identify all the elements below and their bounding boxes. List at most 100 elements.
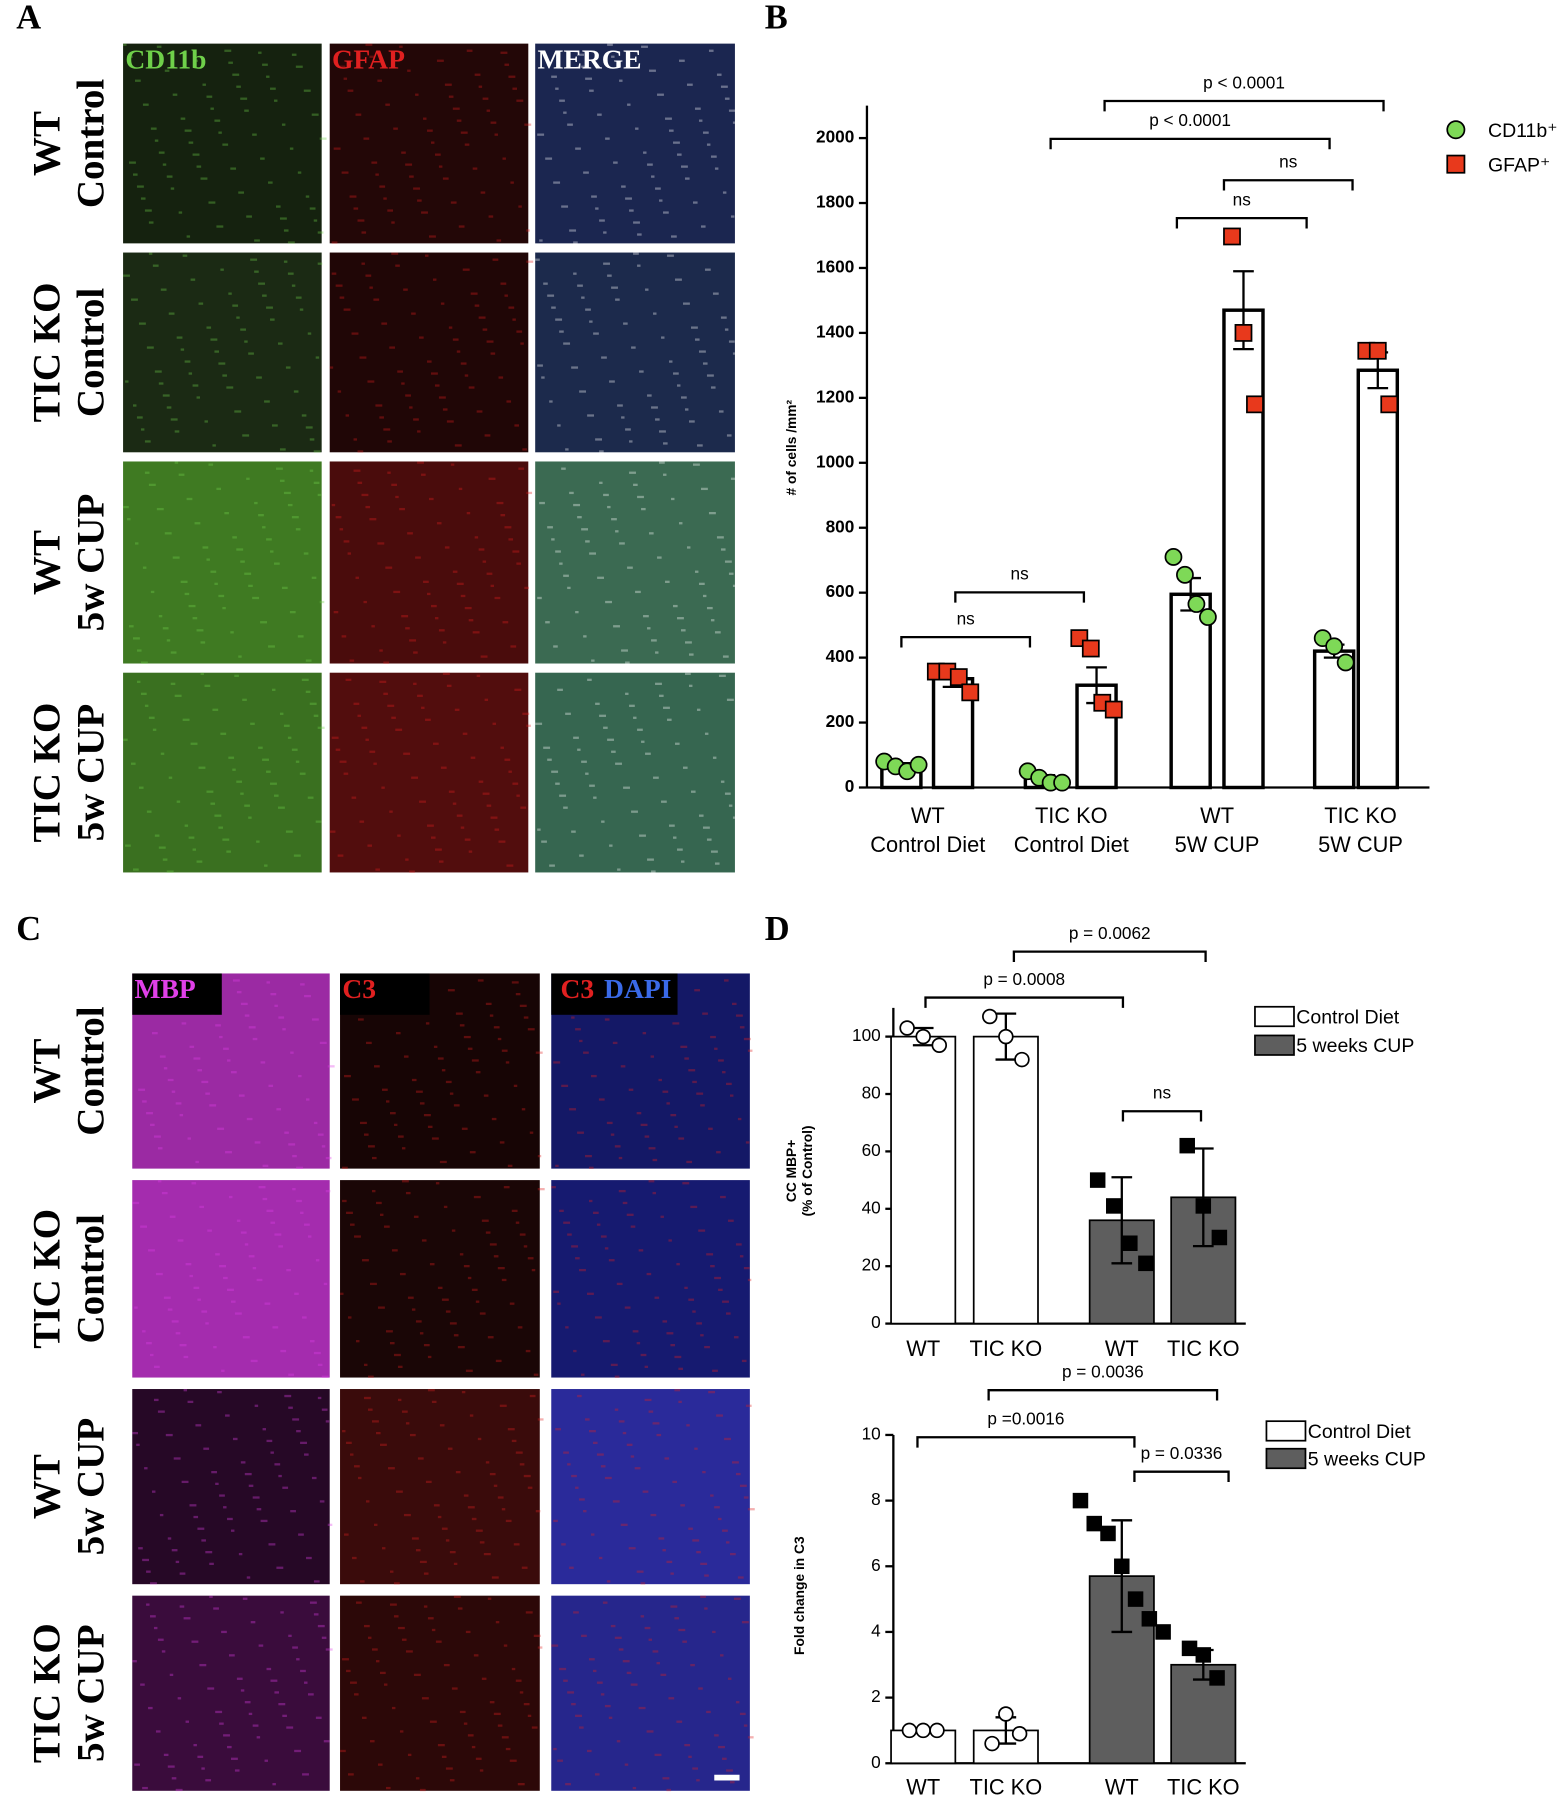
micrograph-speck — [405, 163, 413, 166]
micrograph-speck — [375, 1431, 381, 1435]
micrograph-speck — [345, 414, 350, 417]
micrograph-speck — [684, 1057, 689, 1060]
micrograph-speck — [587, 414, 595, 417]
micrograph-speck — [726, 1769, 733, 1772]
micrograph-speck — [413, 187, 421, 190]
micrograph-speck — [537, 596, 542, 600]
micrograph-speck — [696, 708, 701, 711]
micrograph-speck — [393, 590, 401, 594]
micrograph-speck — [696, 1551, 701, 1554]
micrograph-speck — [698, 1687, 703, 1690]
significance-label: ns — [957, 608, 975, 628]
micrograph-speck — [294, 1749, 302, 1753]
micrograph-speck — [232, 1437, 238, 1441]
micrograph-speck — [377, 79, 382, 82]
micrograph-speck — [353, 438, 357, 441]
micrograph-speck — [175, 1102, 182, 1105]
micrograph-speck — [286, 1726, 294, 1729]
micrograph-speck — [617, 404, 623, 407]
micrograph-speck — [553, 181, 561, 184]
micrograph-speck — [183, 1617, 191, 1620]
micrograph-speck — [163, 1067, 168, 1070]
micrograph-speck — [350, 1223, 355, 1226]
micrograph-speck — [421, 473, 426, 476]
micrograph-speck — [714, 862, 720, 865]
micrograph-speck — [638, 1706, 646, 1710]
micrograph-speck — [240, 1689, 245, 1692]
micrograph-speck — [244, 109, 249, 112]
y-tick-label: 1000 — [816, 451, 854, 471]
micrograph-speck — [523, 1474, 531, 1478]
micrograph-speck — [288, 1406, 293, 1409]
micrograph-speck — [729, 1552, 736, 1556]
micrograph-speck — [543, 282, 548, 285]
micrograph-speck — [629, 704, 635, 707]
y-tick-label: 60 — [862, 1140, 881, 1160]
micrograph-speck — [643, 615, 649, 618]
micrograph-speck — [688, 653, 694, 656]
micrograph-speck — [581, 296, 585, 299]
significance-bracket — [924, 996, 1125, 1008]
micrograph-speck — [447, 1447, 453, 1450]
micrograph-speck — [511, 1439, 517, 1443]
micrograph-speck — [206, 326, 212, 329]
column-header: DAPI — [604, 973, 671, 1004]
micrograph-speck — [230, 1529, 235, 1532]
micrograph-speck — [127, 55, 133, 58]
micrograph-speck — [555, 1428, 561, 1431]
x-tick-label: WT — [1105, 1336, 1139, 1361]
micrograph-speck — [657, 556, 662, 559]
micrograph-speck — [454, 708, 460, 711]
micrograph-speck — [504, 758, 511, 761]
micrograph-speck — [512, 782, 519, 785]
micrograph-speck — [551, 538, 555, 541]
micrograph-speck — [453, 1104, 460, 1107]
micrograph-speck — [206, 558, 210, 561]
micrograph-speck — [205, 1551, 213, 1554]
micrograph-speck — [651, 406, 658, 409]
micrograph-speck — [535, 1510, 541, 1513]
micrograph-speck — [144, 471, 150, 474]
micrograph-speck — [437, 1057, 444, 1060]
micrograph-speck — [340, 1749, 346, 1753]
micrograph-speck — [535, 722, 543, 725]
micrograph-speck — [468, 386, 475, 389]
micrograph-speck — [722, 1300, 729, 1303]
micrograph-speck — [441, 1298, 449, 1301]
micrograph-speck — [240, 560, 245, 563]
micrograph-speck — [444, 83, 452, 86]
micrograph-speck — [227, 1059, 231, 1062]
micrograph-speck — [599, 714, 606, 717]
data-point — [931, 1037, 948, 1053]
micrograph-speck — [607, 274, 612, 277]
micrograph-speck — [577, 1131, 584, 1134]
micrograph-speck — [696, 1092, 704, 1095]
micrograph-speck — [563, 1451, 569, 1454]
micrograph-speck — [172, 93, 178, 96]
micrograph-speck — [395, 264, 400, 267]
micrograph-speck — [161, 1191, 168, 1195]
micrograph-speck — [526, 260, 534, 263]
micrograph-speck — [592, 1669, 597, 1673]
micrograph-speck — [260, 1519, 268, 1523]
micrograph-speck — [464, 143, 470, 146]
micrograph-speck — [278, 1245, 283, 1248]
micrograph-speck — [524, 123, 532, 126]
micrograph-speck — [321, 1636, 327, 1639]
legend-label: GFAP⁺ — [1488, 155, 1550, 177]
micrograph-speck — [526, 491, 533, 495]
data-point — [915, 1028, 931, 1045]
micrograph-speck — [635, 127, 639, 130]
micrograph-speck — [201, 1767, 205, 1770]
data-point — [982, 1008, 998, 1025]
micrograph-speck — [148, 1706, 153, 1710]
micrograph-speck — [620, 1523, 628, 1526]
micrograph-speck — [523, 1016, 529, 1019]
micrograph-speck — [452, 338, 459, 341]
row-label: 5w CUP — [69, 1418, 112, 1556]
micrograph-speck — [498, 840, 506, 843]
micrograph-speck — [292, 1188, 296, 1191]
micrograph-speck — [266, 1209, 274, 1213]
micrograph-speck — [491, 1117, 497, 1121]
micrograph-speck — [313, 219, 318, 222]
